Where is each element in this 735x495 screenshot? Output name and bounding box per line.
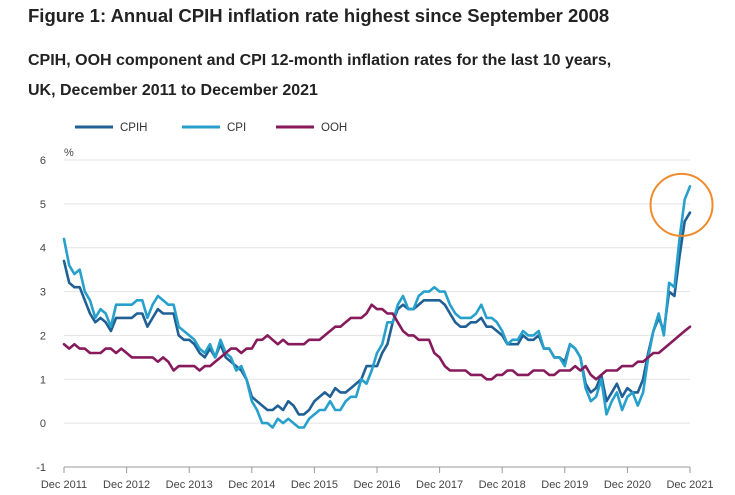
x-tick-label: Dec 2019 (541, 479, 588, 491)
x-tick-label: Dec 2018 (479, 479, 526, 491)
y-tick-label: 1 (40, 374, 46, 386)
y-axis-unit-label: % (64, 147, 74, 159)
y-tick-label: -1 (36, 462, 46, 474)
y-tick-label: 6 (40, 155, 46, 167)
x-tick-label: Dec 2015 (291, 479, 338, 491)
x-tick-label: Dec 2021 (666, 479, 713, 491)
x-tick-label: Dec 2013 (166, 479, 213, 491)
y-axis-ticks: -1 0 1 2 3 4 5 6 (36, 155, 46, 474)
x-tick-label: Dec 2017 (416, 479, 463, 491)
series-lines (62, 185, 692, 429)
y-tick-label: 4 (40, 243, 46, 255)
legend-label-ooh: OOH (321, 122, 347, 134)
figure-title: Figure 1: Annual CPIH inflation rate hig… (28, 5, 610, 26)
x-tick-label: Dec 2014 (228, 479, 275, 491)
chart-subtitle: CPIH, OOH component and CPI 12-month inf… (28, 52, 612, 99)
series-line-cpi (62, 185, 692, 429)
legend-label-cpih: CPIH (120, 122, 147, 134)
x-tick-label: Dec 2011 (41, 479, 87, 491)
highlight-circle (649, 172, 714, 237)
x-tick-label: Dec 2020 (604, 479, 651, 491)
legend: CPIH CPI OOH (75, 122, 347, 134)
annotation (649, 172, 714, 237)
legend-label-cpi: CPI (227, 122, 246, 134)
x-tick-label: Dec 2016 (353, 479, 400, 491)
series-line-ooh (62, 303, 692, 381)
y-tick-label: 3 (40, 287, 46, 299)
y-tick-label: 5 (40, 199, 46, 211)
y-tick-label: 0 (40, 418, 46, 430)
x-tick-label: Dec 2012 (103, 479, 150, 491)
y-tick-label: 2 (40, 330, 46, 342)
gridlines (64, 159, 690, 468)
series-line-cpih (62, 211, 692, 416)
x-axis-ticks: Dec 2011 Dec 2012 Dec 2013 Dec 2014 Dec 2015… (41, 466, 714, 491)
